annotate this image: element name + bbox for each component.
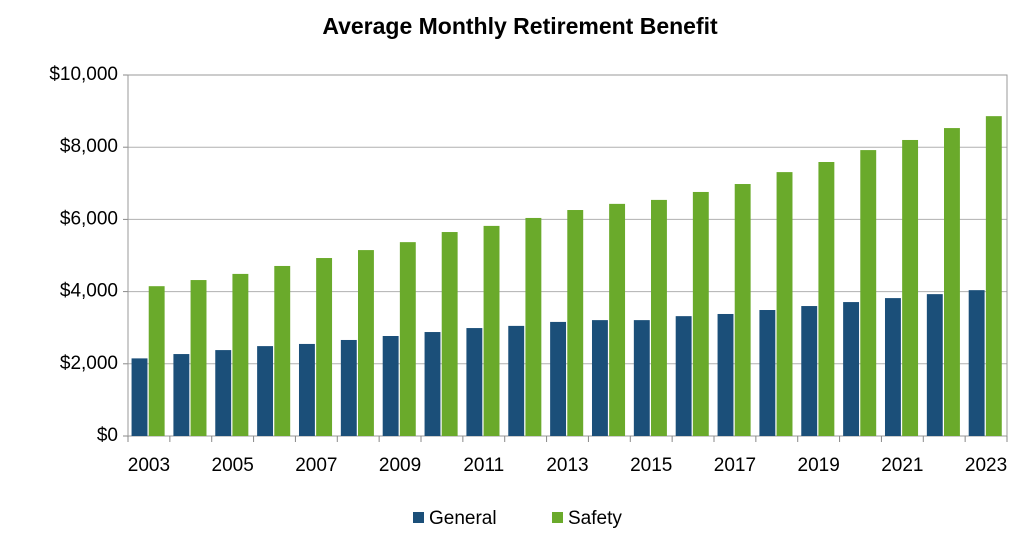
bar xyxy=(358,250,374,436)
bar xyxy=(340,339,357,436)
y-tick-label: $10,000 xyxy=(49,64,118,85)
x-tick-label: 2013 xyxy=(546,455,588,476)
bar xyxy=(884,298,901,436)
x-tick-label: 2003 xyxy=(128,455,170,476)
bar xyxy=(466,328,483,436)
bar xyxy=(776,172,793,436)
bar xyxy=(591,320,608,436)
bar xyxy=(424,332,441,436)
bar xyxy=(215,350,232,436)
bar xyxy=(902,139,919,437)
legend-label: Safety xyxy=(568,508,622,529)
bar xyxy=(525,217,542,436)
bar xyxy=(717,313,734,436)
x-tick-label: 2021 xyxy=(881,455,923,476)
bar xyxy=(985,116,1002,437)
bar xyxy=(692,191,709,436)
bar xyxy=(567,210,584,436)
bar xyxy=(651,199,667,436)
bar xyxy=(232,273,249,436)
x-tick-label: 2019 xyxy=(798,455,840,476)
bar xyxy=(550,321,567,436)
bar xyxy=(148,286,165,436)
bar xyxy=(843,302,860,436)
bar xyxy=(609,203,626,436)
bar xyxy=(675,316,692,436)
x-tick-label: 2015 xyxy=(630,455,672,476)
bar xyxy=(801,306,818,436)
bar xyxy=(257,346,274,436)
bar xyxy=(759,310,776,436)
bar xyxy=(399,242,416,436)
x-tick-label: 2005 xyxy=(212,455,254,476)
bar xyxy=(173,354,190,436)
bar xyxy=(968,290,985,436)
bar xyxy=(818,162,835,436)
chart-title: Average Monthly Retirement Benefit xyxy=(322,13,718,39)
legend-swatch xyxy=(413,512,424,523)
bar xyxy=(298,343,315,436)
bar xyxy=(190,280,207,436)
bar xyxy=(131,358,148,436)
legend-label: General xyxy=(429,508,497,529)
bar xyxy=(382,336,399,436)
bar xyxy=(508,325,525,436)
bar xyxy=(926,294,943,436)
bar xyxy=(483,225,500,436)
bar xyxy=(316,258,333,436)
x-tick-label: 2017 xyxy=(714,455,756,476)
bar xyxy=(274,265,291,436)
bar xyxy=(860,150,877,436)
bar xyxy=(441,232,458,436)
bar xyxy=(734,184,751,436)
x-tick-label: 2007 xyxy=(295,455,337,476)
y-tick-label: $6,000 xyxy=(60,208,118,229)
y-tick-label: $0 xyxy=(97,425,118,446)
y-tick-label: $4,000 xyxy=(60,281,118,302)
x-tick-label: 2023 xyxy=(965,455,1007,476)
bar xyxy=(944,128,960,436)
y-tick-label: $8,000 xyxy=(60,136,118,157)
y-tick-label: $2,000 xyxy=(60,353,118,374)
x-tick-label: 2009 xyxy=(379,455,421,476)
legend-swatch xyxy=(552,512,563,523)
x-tick-label: 2011 xyxy=(463,455,504,476)
bar xyxy=(633,320,650,436)
